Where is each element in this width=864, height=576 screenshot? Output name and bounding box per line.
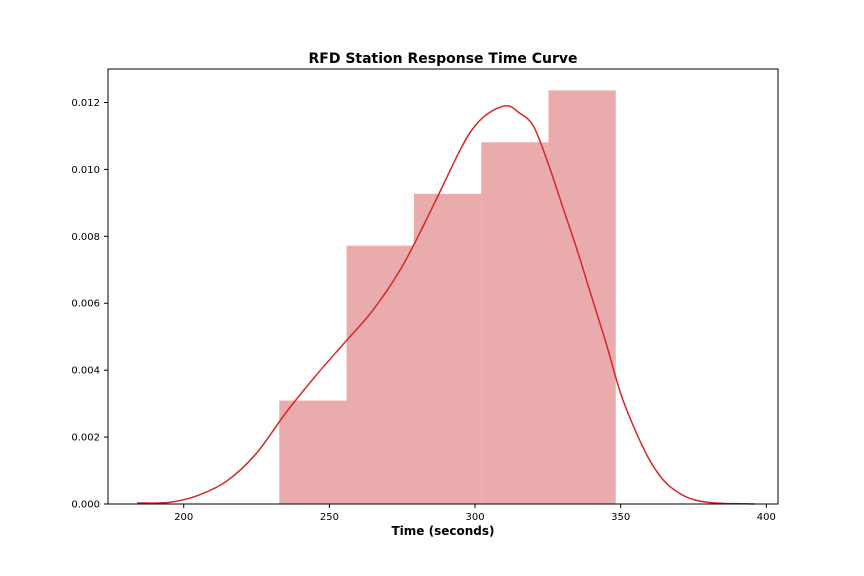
plot-frame — [107, 68, 779, 505]
x-tick-label: 400 — [757, 512, 776, 523]
y-tick-label: 0.000 — [71, 500, 100, 511]
y-tick-label: 0.004 — [71, 366, 100, 377]
y-tick-label: 0.008 — [71, 232, 100, 243]
x-tick-label: 250 — [320, 512, 339, 523]
y-tick-label: 0.002 — [71, 433, 100, 444]
axes: 200 250 300 350 400 0.000 0.002 0.004 0.006 0.008… — [71, 68, 779, 523]
x-tick-label: 300 — [465, 512, 484, 523]
histogram-bar — [481, 142, 549, 504]
x-axis-label: Time (seconds) — [391, 524, 494, 538]
histogram-bar — [413, 193, 482, 505]
chart-title: RFD Station Response Time Curve — [308, 51, 577, 67]
histogram-bars — [279, 90, 616, 505]
y-tick-label: 0.012 — [71, 98, 100, 109]
y-tick-label: 0.010 — [71, 165, 100, 176]
histogram-bar — [279, 400, 347, 504]
histogram-bar — [346, 245, 414, 504]
histogram-bar — [548, 90, 616, 505]
density-curve — [137, 105, 755, 505]
x-tick-label: 200 — [174, 512, 193, 523]
density-curve-layer — [137, 105, 755, 505]
x-tick-label: 350 — [611, 512, 630, 523]
y-tick-label: 0.006 — [71, 299, 100, 310]
